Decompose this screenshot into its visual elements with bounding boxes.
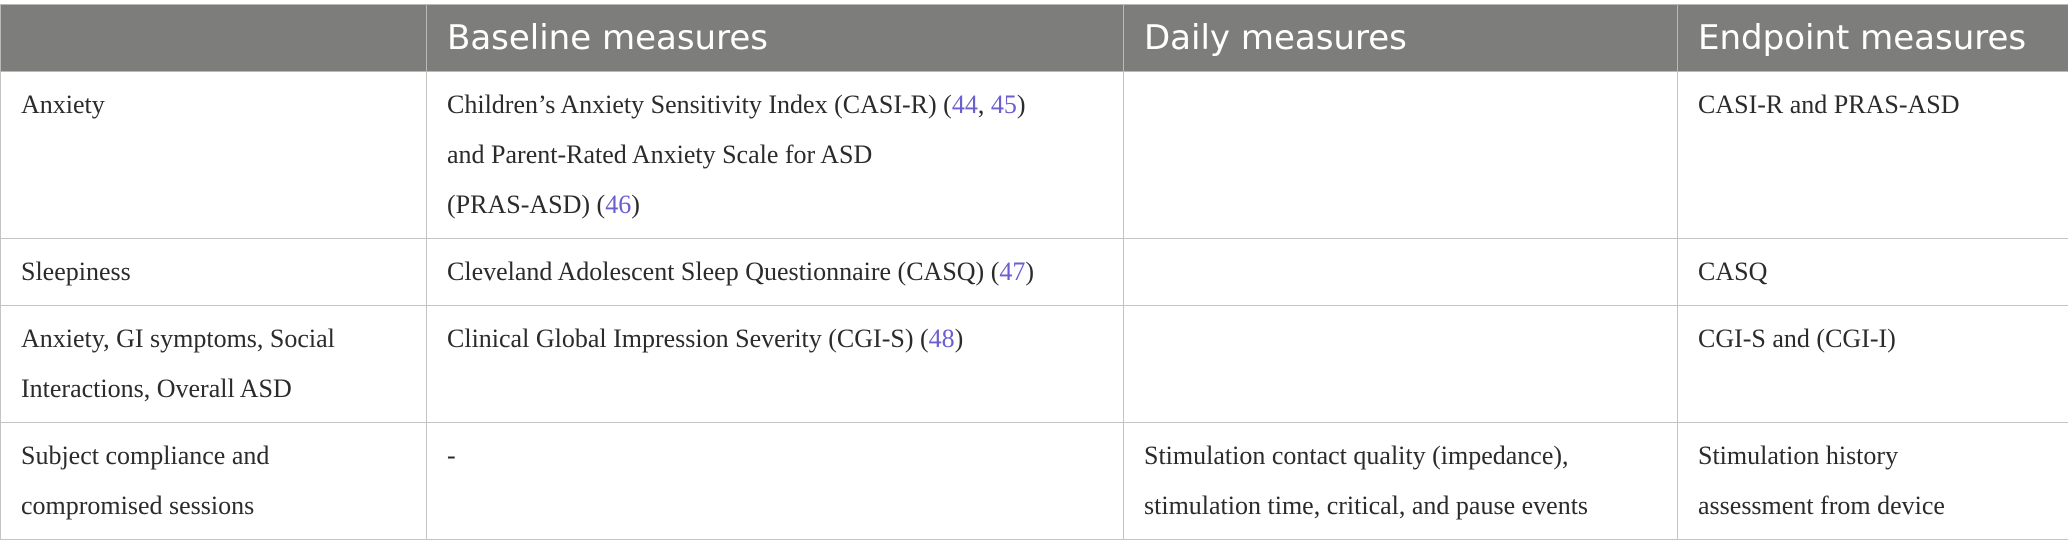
header-cell-endpoint: Endpoint measures (1678, 5, 2068, 72)
baseline-text: Cleveland Adolescent Sleep Questionnaire… (447, 257, 999, 286)
baseline-cell: - (427, 423, 1124, 540)
daily-cell (1124, 72, 1678, 239)
header-cell-daily: Daily measures (1124, 5, 1678, 72)
table-row: Anxiety Children’s Anxiety Sensitivity I… (1, 72, 2068, 239)
row-label: Anxiety (1, 72, 427, 239)
baseline-line: Cleveland Adolescent Sleep Questionnaire… (447, 247, 1103, 297)
daily-line: stimulation time, critical, and pause ev… (1144, 481, 1657, 531)
baseline-paren: ) (955, 324, 964, 353)
baseline-paren: ) (631, 190, 640, 219)
endpoint-line: CASI-R and PRAS-ASD (1698, 80, 2048, 130)
baseline-paren: ) (1025, 257, 1034, 286)
baseline-paren: ) (1017, 90, 1026, 119)
table-row: Sleepiness Cleveland Adolescent Sleep Qu… (1, 239, 2068, 306)
baseline-line: (PRAS-ASD) (46) (447, 180, 1103, 230)
header-row: Baseline measures Daily measures Endpoin… (1, 5, 2068, 72)
row-label: Anxiety, GI symptoms, Social Interaction… (1, 306, 427, 423)
endpoint-cell: CGI-S and (CGI-I) (1678, 306, 2068, 423)
table-header: Baseline measures Daily measures Endpoin… (1, 5, 2068, 72)
endpoint-cell: Stimulation history assessment from devi… (1678, 423, 2068, 540)
endpoint-line: assessment from device (1698, 481, 2048, 531)
baseline-line: - (447, 431, 1103, 481)
baseline-line: and Parent-Rated Anxiety Scale for ASD (447, 130, 1103, 180)
baseline-text: (PRAS-ASD) ( (447, 190, 605, 219)
daily-cell (1124, 239, 1678, 306)
reference-link[interactable]: 48 (929, 324, 955, 353)
endpoint-line: Stimulation history (1698, 431, 2048, 481)
daily-line: Stimulation contact quality (impedance), (1144, 431, 1657, 481)
row-label: Sleepiness (1, 239, 427, 306)
baseline-separator: , (978, 90, 991, 119)
baseline-cell: Clinical Global Impression Severity (CGI… (427, 306, 1124, 423)
baseline-cell: Cleveland Adolescent Sleep Questionnaire… (427, 239, 1124, 306)
reference-link[interactable]: 46 (605, 190, 631, 219)
reference-link[interactable]: 45 (991, 90, 1017, 119)
endpoint-cell: CASI-R and PRAS-ASD (1678, 72, 2068, 239)
baseline-line: Children’s Anxiety Sensitivity Index (CA… (447, 80, 1103, 130)
endpoint-line: CASQ (1698, 247, 2048, 297)
baseline-text: Children’s Anxiety Sensitivity Index (CA… (447, 90, 952, 119)
daily-cell: Stimulation contact quality (impedance),… (1124, 423, 1678, 540)
measures-table: Baseline measures Daily measures Endpoin… (0, 4, 2068, 540)
table-row: Subject compliance and compromised sessi… (1, 423, 2068, 540)
endpoint-line: CGI-S and (CGI-I) (1698, 314, 2048, 364)
baseline-text: Clinical Global Impression Severity (CGI… (447, 324, 929, 353)
row-label: Subject compliance and compromised sessi… (1, 423, 427, 540)
reference-link[interactable]: 44 (952, 90, 978, 119)
table-row: Anxiety, GI symptoms, Social Interaction… (1, 306, 2068, 423)
table-body: Anxiety Children’s Anxiety Sensitivity I… (1, 72, 2068, 540)
baseline-cell: Children’s Anxiety Sensitivity Index (CA… (427, 72, 1124, 239)
baseline-line: Clinical Global Impression Severity (CGI… (447, 314, 1103, 364)
endpoint-cell: CASQ (1678, 239, 2068, 306)
reference-link[interactable]: 47 (999, 257, 1025, 286)
header-cell-domain (1, 5, 427, 72)
header-cell-baseline: Baseline measures (427, 5, 1124, 72)
daily-cell (1124, 306, 1678, 423)
